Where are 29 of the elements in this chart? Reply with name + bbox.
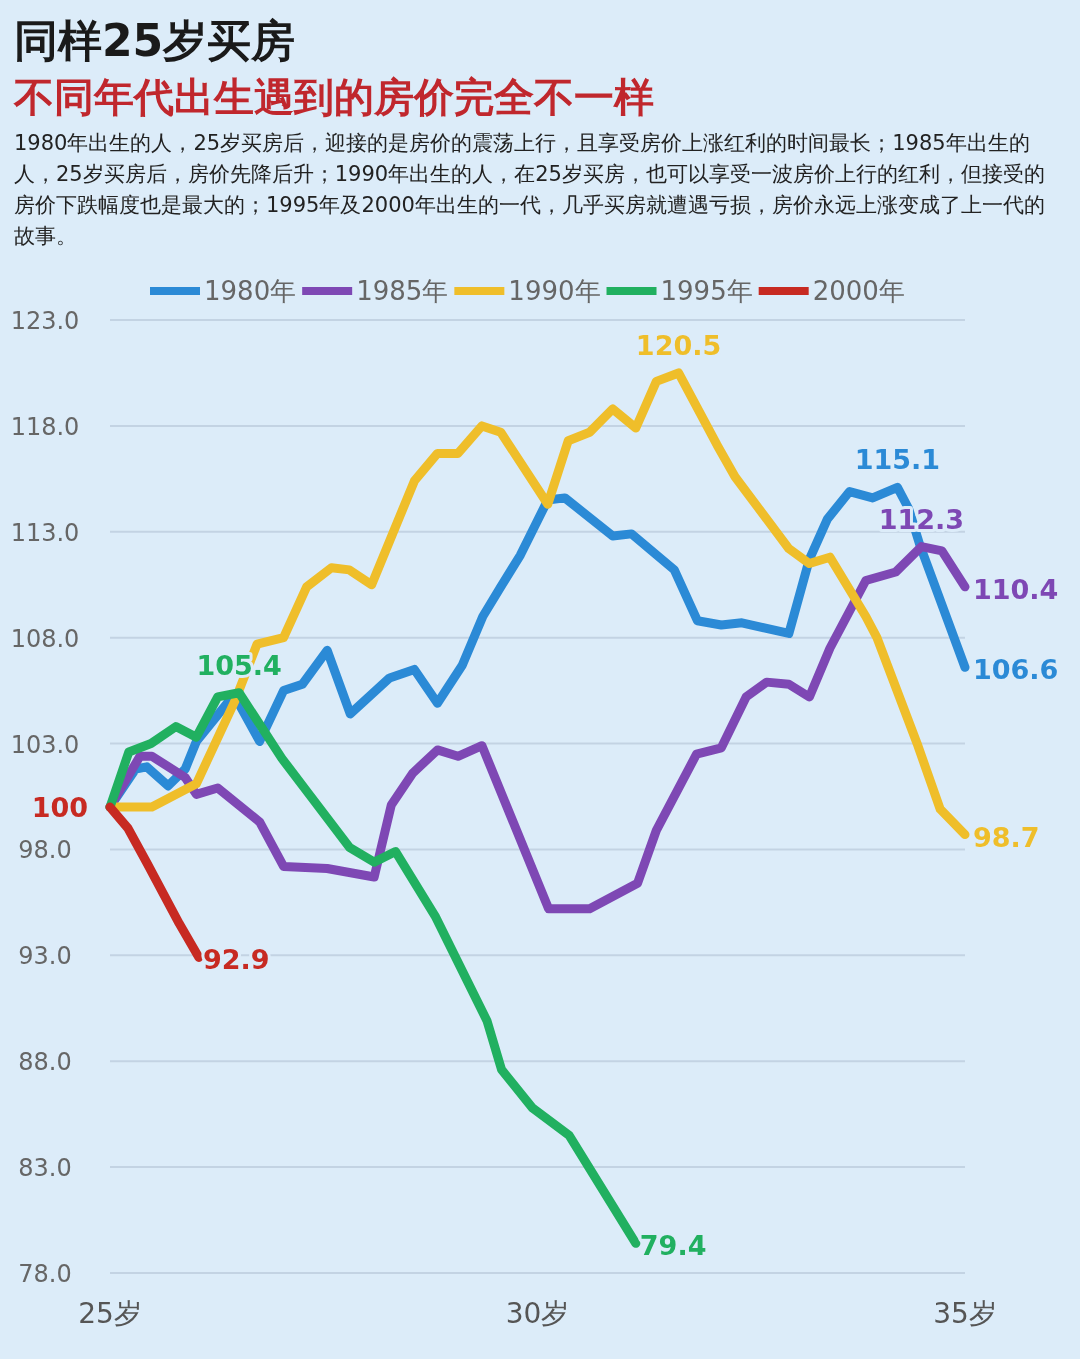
annotation: 106.6 [973,654,1059,686]
x-tick-label: 30岁 [505,1297,570,1330]
annotation: 92.9 [202,944,270,976]
y-tick-label: 83.0 [18,1154,72,1183]
legend-label: 1995年 [660,276,753,306]
x-tick-label: 25岁 [78,1297,142,1330]
x-tick-label: 35岁 [933,1297,997,1330]
legend-label: 1985年 [356,276,449,306]
y-tick-label: 108.0 [10,624,80,653]
annotation: 110.4 [973,573,1059,605]
y-tick-label: 98.0 [18,836,72,865]
legend-label: 1980年 [204,276,297,306]
text: 1980年出生的人，25岁买房后，迎接的是房价的震荡上行，且享受房价上涨红利的时间最长；1985年出生的人，25岁买房后，房价先降后升；1990年出生的人，在25岁买房，也可以享受一波房价上行的红利，但接受的房价下跌幅度也是最大的；1995年及2000年出生的一代，几乎买房就遭遇亏损，房价永远上涨变成了上一代的故事。 [14,130,1046,250]
annotation: 115.1 [854,444,941,476]
legend-label: 1990年 [508,276,601,306]
annotation: 79.4 [639,1230,707,1262]
y-tick-label: 93.0 [18,942,72,971]
annotation: 100 [31,792,88,824]
chart-subtitle: 不同年代出生遇到的房价完全不一样 [14,73,654,122]
annotation: 120.5 [635,329,722,361]
y-tick-label: 113.0 [10,518,80,547]
y-tick-label: 103.0 [10,730,80,759]
y-tick-label: 78.0 [18,1260,72,1288]
legend-label: 2000年 [812,276,905,306]
y-tick-label: 118.0 [10,412,80,441]
y-tick-label: 123.0 [10,307,80,335]
y-tick-label: 88.0 [18,1048,72,1077]
annotation: 98.7 [973,821,1040,853]
chart-title: 同样25岁买房 [14,14,296,68]
